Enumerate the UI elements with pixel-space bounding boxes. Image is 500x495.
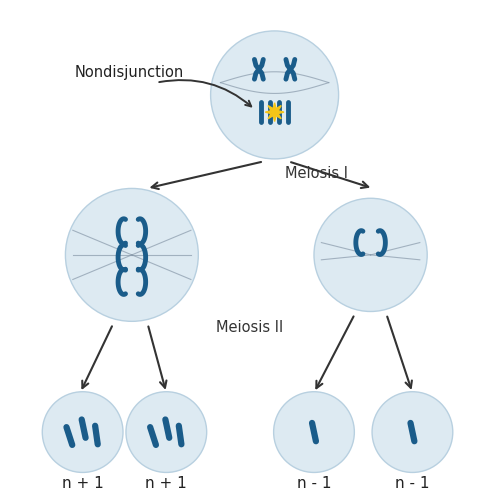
Circle shape [66, 189, 198, 321]
Text: n - 1: n - 1 [296, 476, 331, 491]
Text: n - 1: n - 1 [395, 476, 430, 491]
Circle shape [210, 31, 338, 159]
Circle shape [126, 392, 206, 472]
Text: n + 1: n + 1 [146, 476, 187, 491]
Circle shape [314, 198, 427, 311]
Text: Meiosis II: Meiosis II [216, 320, 284, 335]
Polygon shape [266, 103, 284, 121]
Circle shape [372, 392, 453, 472]
Circle shape [42, 392, 123, 472]
Text: n + 1: n + 1 [62, 476, 104, 491]
Circle shape [274, 392, 354, 472]
Text: Nondisjunction: Nondisjunction [75, 65, 184, 80]
Text: Meiosis I: Meiosis I [285, 166, 348, 181]
